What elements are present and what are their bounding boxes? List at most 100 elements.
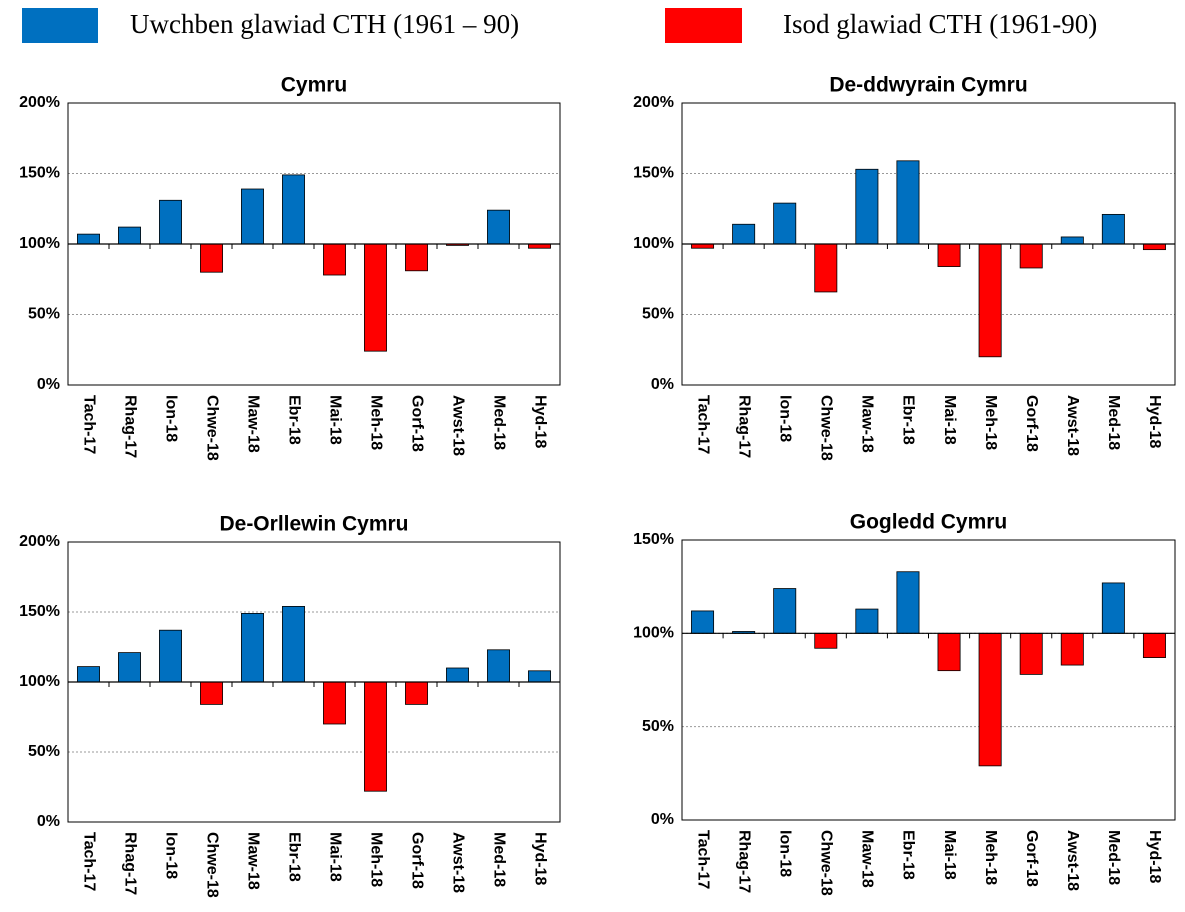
legend-label: Isod glawiad CTH (1961-90) bbox=[783, 9, 1097, 39]
bar bbox=[77, 233, 100, 245]
legend-swatch bbox=[22, 8, 98, 43]
bar bbox=[159, 629, 182, 683]
bar bbox=[241, 188, 264, 245]
y-tick-label: 100% bbox=[633, 235, 674, 252]
x-tick-label: Mai-18 bbox=[941, 395, 958, 445]
x-tick-label: Maw-18 bbox=[859, 830, 876, 888]
x-tick-label: Rhag-17 bbox=[121, 395, 138, 458]
bar bbox=[855, 608, 879, 634]
x-tick-label: Mai-18 bbox=[326, 832, 343, 882]
y-tick-label: 0% bbox=[37, 376, 60, 393]
x-tick-label: Gorf-18 bbox=[408, 395, 425, 452]
bar bbox=[691, 610, 715, 634]
x-tick-label: Rhag-17 bbox=[121, 832, 138, 895]
bar bbox=[978, 243, 1002, 358]
x-tick-label: Ebr-18 bbox=[900, 830, 917, 880]
y-tick-label: 50% bbox=[28, 743, 60, 760]
bar bbox=[200, 681, 223, 705]
bar bbox=[773, 588, 797, 634]
x-tick-label: Tach-17 bbox=[694, 830, 711, 889]
bar bbox=[978, 632, 1002, 767]
x-tick-label: Rhag-17 bbox=[735, 395, 752, 458]
x-tick-label: Maw-18 bbox=[244, 832, 261, 890]
chart-title: De-Orllewin Cymru bbox=[219, 513, 408, 536]
plot-frame bbox=[681, 539, 1176, 821]
bar bbox=[405, 681, 428, 705]
bar bbox=[1019, 632, 1043, 675]
bar bbox=[855, 168, 879, 245]
bar bbox=[814, 243, 838, 293]
y-tick-label: 0% bbox=[651, 811, 674, 828]
bar bbox=[814, 632, 838, 649]
bar bbox=[364, 243, 387, 352]
bar bbox=[323, 681, 346, 725]
x-tick-label: Gorf-18 bbox=[1023, 830, 1040, 887]
bar bbox=[896, 571, 920, 634]
x-tick-label: Med-18 bbox=[1105, 395, 1122, 450]
bar bbox=[1060, 236, 1084, 245]
y-tick-label: 150% bbox=[19, 165, 60, 182]
x-tick-label: Hyd-18 bbox=[1146, 830, 1163, 883]
bar bbox=[1060, 632, 1084, 666]
y-tick-label: 150% bbox=[19, 603, 60, 620]
x-tick-label: Awst-18 bbox=[449, 832, 466, 893]
x-tick-label: Chwe-18 bbox=[203, 395, 220, 461]
x-tick-label: Tach-17 bbox=[80, 832, 97, 891]
bar bbox=[1101, 213, 1125, 245]
x-tick-label: Meh-18 bbox=[982, 830, 999, 885]
legend-label: Uwchben glawiad CTH (1961 – 90) bbox=[130, 9, 519, 39]
chart-title: De-ddwyrain Cymru bbox=[829, 74, 1027, 97]
x-tick-label: Meh-18 bbox=[367, 832, 384, 887]
y-tick-label: 0% bbox=[651, 376, 674, 393]
legend-swatch bbox=[665, 8, 742, 43]
x-tick-label: Maw-18 bbox=[859, 395, 876, 453]
x-tick-label: Chwe-18 bbox=[818, 395, 835, 461]
x-tick-label: Ebr-18 bbox=[285, 395, 302, 445]
bar bbox=[405, 243, 428, 272]
x-tick-label: Ion-18 bbox=[776, 830, 793, 877]
bar bbox=[937, 243, 961, 267]
x-tick-label: Awst-18 bbox=[1064, 830, 1081, 891]
x-tick-label: Ebr-18 bbox=[285, 832, 302, 882]
x-tick-label: Med-18 bbox=[490, 395, 507, 450]
bar bbox=[200, 243, 223, 273]
bar bbox=[937, 632, 961, 672]
bar bbox=[77, 666, 100, 683]
x-tick-label: Hyd-18 bbox=[531, 395, 548, 448]
y-tick-label: 50% bbox=[642, 718, 674, 735]
x-tick-label: Gorf-18 bbox=[1023, 395, 1040, 452]
x-tick-label: Ion-18 bbox=[162, 832, 179, 879]
bar bbox=[896, 160, 920, 245]
bar bbox=[282, 174, 305, 245]
x-tick-label: Meh-18 bbox=[982, 395, 999, 450]
y-tick-label: 200% bbox=[19, 94, 60, 111]
bar bbox=[528, 670, 551, 683]
x-tick-label: Ion-18 bbox=[162, 395, 179, 442]
y-tick-label: 150% bbox=[633, 165, 674, 182]
bar bbox=[282, 606, 305, 683]
y-tick-label: 100% bbox=[633, 625, 674, 642]
bar bbox=[1101, 582, 1125, 634]
bar bbox=[732, 223, 756, 245]
y-tick-label: 200% bbox=[19, 533, 60, 550]
y-tick-label: 50% bbox=[28, 306, 60, 323]
bar bbox=[159, 199, 182, 245]
x-tick-label: Gorf-18 bbox=[408, 832, 425, 889]
chart-title: Cymru bbox=[281, 74, 348, 97]
bar bbox=[118, 226, 141, 245]
bar bbox=[241, 613, 264, 683]
bar bbox=[691, 243, 715, 249]
bar bbox=[1142, 632, 1166, 658]
bar bbox=[364, 681, 387, 792]
bar bbox=[1142, 243, 1166, 251]
x-tick-label: Med-18 bbox=[1105, 830, 1122, 885]
x-tick-label: Awst-18 bbox=[449, 395, 466, 456]
bar bbox=[528, 243, 551, 249]
x-tick-label: Maw-18 bbox=[244, 395, 261, 453]
y-tick-label: 150% bbox=[633, 531, 674, 548]
bar bbox=[487, 649, 510, 683]
y-tick-label: 200% bbox=[633, 94, 674, 111]
x-tick-label: Mai-18 bbox=[941, 830, 958, 880]
x-tick-label: Awst-18 bbox=[1064, 395, 1081, 456]
